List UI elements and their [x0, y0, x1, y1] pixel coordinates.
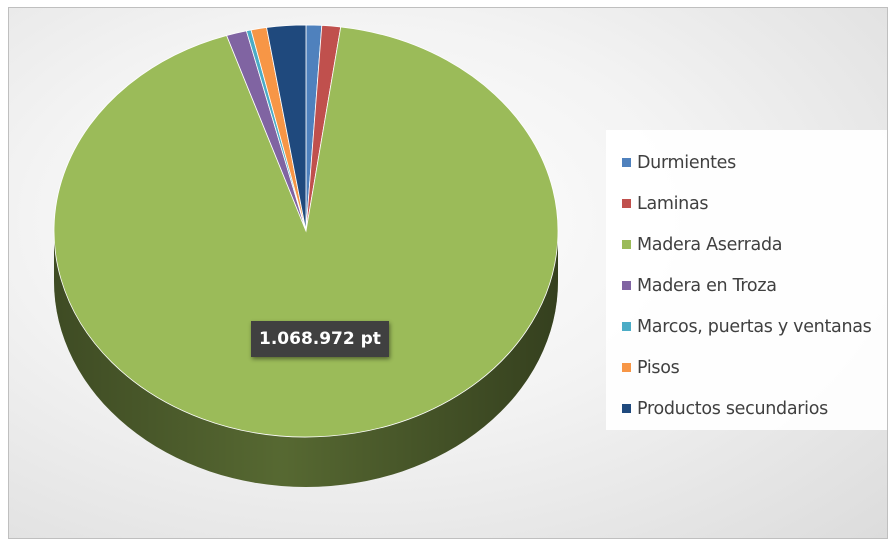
- legend-swatch: [622, 322, 631, 331]
- legend-item-durmientes: Durmientes: [606, 142, 888, 183]
- legend-swatch: [622, 199, 631, 208]
- legend-swatch: [622, 240, 631, 249]
- legend-label: Madera Aserrada: [637, 235, 782, 255]
- legend-swatch: [622, 363, 631, 372]
- legend-label: Productos secundarios: [637, 399, 828, 419]
- data-label-madera-aserrada: 1.068.972 pt: [251, 321, 389, 357]
- legend: Durmientes Laminas Madera Aserrada Madera e…: [606, 130, 888, 430]
- legend-swatch: [622, 158, 631, 167]
- legend-item-marcos-puertas-y-ventanas: Marcos, puertas y ventanas: [606, 306, 888, 347]
- legend-label: Laminas: [637, 194, 708, 214]
- legend-item-laminas: Laminas: [606, 183, 888, 224]
- legend-label: Marcos, puertas y ventanas: [637, 317, 871, 337]
- legend-item-madera-aserrada: Madera Aserrada: [606, 224, 888, 265]
- legend-item-madera-en-troza: Madera en Troza: [606, 265, 888, 306]
- legend-item-pisos: Pisos: [606, 347, 888, 388]
- pie-slices: [54, 25, 558, 437]
- legend-item-productos-secundarios: Productos secundarios: [606, 388, 888, 429]
- legend-label: Madera en Troza: [637, 276, 777, 296]
- legend-label: Durmientes: [637, 153, 736, 173]
- legend-label: Pisos: [637, 358, 679, 378]
- legend-swatch: [622, 281, 631, 290]
- chart-area: Durmientes Laminas Madera Aserrada Madera e…: [8, 7, 888, 539]
- legend-swatch: [622, 404, 631, 413]
